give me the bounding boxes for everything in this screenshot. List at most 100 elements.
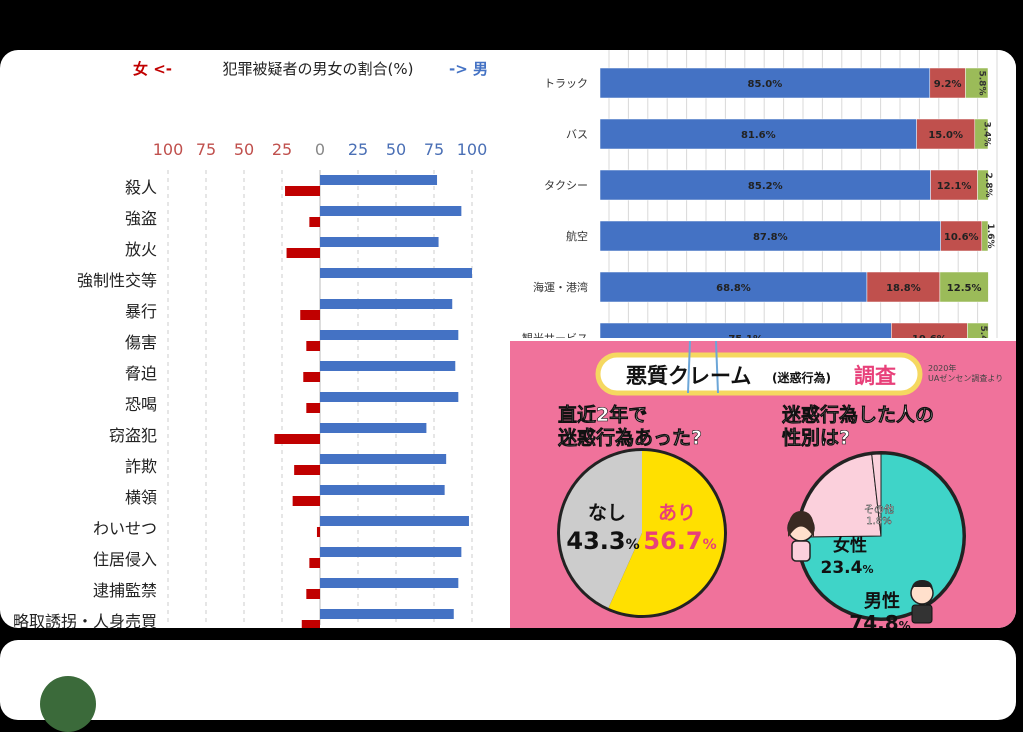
female-bar [300,310,320,320]
category-label: 強盗 [125,209,157,228]
axis-tick-label: 100 [457,140,488,159]
stacked-segment [977,169,989,201]
male-bar [320,361,456,371]
slice-label: なし [588,502,626,524]
stacked-segment [965,67,989,99]
segment-label: 5.8% [977,71,987,96]
segment-label: 68.8% [716,283,751,294]
axis-tick-label: 50 [386,140,406,159]
segment-label: 5.4% [978,326,988,338]
category-label: 海運・港湾 [533,280,588,294]
category-label: タクシー [544,179,588,192]
stacked-segment [599,67,931,99]
segment-label: 10.6% [944,232,979,243]
male-bar [320,175,438,185]
female-bar [285,186,320,196]
slice-value: 56.7% [643,527,716,555]
female-bar [274,434,320,444]
pie-slice [871,453,882,537]
question-2-line-2: 性別は? [782,426,850,449]
segment-label: 1.6% [985,224,995,249]
female-bar [306,341,320,351]
axis-tick-label: 50 [234,140,254,159]
male-bar [320,392,459,402]
connector-line [687,341,691,394]
category-label: 放火 [125,240,157,259]
segment-label: 85.0% [748,79,783,90]
stacked-segment [940,220,983,252]
pie-slice [560,451,642,608]
female-bar [309,558,320,568]
gender-ratio-chart: 女 <- 犯罪被疑者の男女の割合(%) -> 男 100 75 50 25 0 25 50 7… [0,50,505,628]
female-bar [292,496,320,506]
female-bar [309,217,320,227]
male-direction-label: -> 男 [449,60,488,78]
header-banner [595,352,923,396]
segment-label: 81.6% [741,130,776,141]
stacked-segment [930,169,978,201]
connector-line [715,341,719,394]
male-bar [320,454,447,464]
gender-ratio-svg: 女 <- 犯罪被疑者の男女の割合(%) -> 男 100 75 50 25 0 25 50 7… [13,60,488,628]
man-icon [910,580,934,624]
segment-label: 18.8% [886,283,921,294]
segment-label: 9.2% [934,79,962,90]
category-label: バス [566,128,588,141]
slice-label: あり [658,502,696,524]
male-bar [320,547,462,557]
male-bar [320,609,454,619]
stacked-segment [974,118,989,150]
male-bar [320,485,445,495]
male-bar [320,423,427,433]
segment-label: 19.6% [912,334,947,338]
female-direction-label: 女 <- [133,60,172,78]
category-label: 航空 [566,229,588,243]
pie-slice [608,451,725,615]
category-label: 観光サービス [522,331,588,338]
stacked-segment [599,271,868,303]
segment-label: 75.1% [728,334,763,338]
stacked-segment [599,220,941,252]
segment-label: 2.8% [983,173,993,198]
segment-label: 3.4% [981,122,991,147]
axis-tick-label: 25 [348,140,368,159]
slice-label: その他 [864,503,894,516]
category-label: 詐欺 [125,457,157,476]
question-1-line-2: 迷惑行為あった? [557,426,702,449]
slice-value: 23.4% [821,558,874,578]
axis-tick-label: 25 [272,140,292,159]
avatar [40,676,96,732]
category-label: 脅迫 [125,364,157,383]
male-bar [320,237,439,247]
header-title: 悪質クレーム [626,364,751,388]
category-label: 暴行 [125,302,157,321]
segment-label: 12.1% [937,181,972,192]
female-bar [306,403,320,413]
female-bar [316,527,320,537]
stacked-segment [599,169,931,201]
screenshot-card: 女 <- 犯罪被疑者の男女の割合(%) -> 男 100 75 50 25 0 25 50 7… [0,50,1016,628]
segment-label: 85.2% [748,181,783,192]
male-bar [320,206,462,216]
axis-tick-label: 0 [315,140,325,159]
slice-value: 43.3% [566,527,639,555]
header-small: (迷惑行為) [772,370,831,385]
header-emphasis: 調査 [854,364,896,388]
segment-label: 87.8% [753,232,788,243]
slice-label: 女性 [833,535,867,556]
male-bar [320,516,469,526]
category-label: 住居侵入 [93,550,157,569]
slice-value: 74.8% [849,611,910,628]
stacked-segment [939,271,989,303]
slice-label: 男性 [864,590,900,612]
category-label: トラック [544,77,588,90]
complaint-survey-infographic: 悪質クレーム (迷惑行為) 調査 2020年 UAゼンセン調査より 直近2年で 迷… [510,341,1016,628]
category-label: わいせつ [93,519,157,538]
female-bar [294,465,320,475]
female-bar [301,620,320,628]
pie-slice [798,453,964,619]
category-label: 傷害 [125,333,157,352]
complaint-survey-svg: 悪質クレーム (迷惑行為) 調査 2020年 UAゼンセン調査より 直近2年で 迷… [557,341,1003,628]
axis-tick-label: 75 [196,140,216,159]
